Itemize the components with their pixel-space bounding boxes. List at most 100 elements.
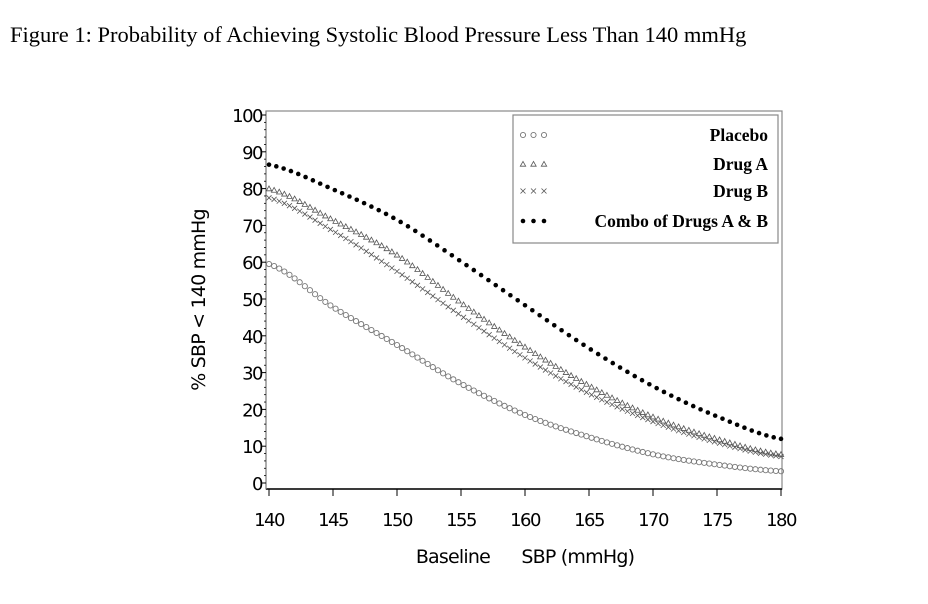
data-point bbox=[778, 453, 784, 460]
data-point bbox=[698, 407, 703, 412]
x-tick-label: 140 bbox=[254, 510, 285, 531]
data-point bbox=[419, 286, 426, 292]
data-point bbox=[542, 356, 549, 363]
y-tick-label: 80 bbox=[242, 180, 263, 201]
data-point bbox=[412, 228, 418, 234]
data-point bbox=[771, 435, 776, 440]
data-point bbox=[427, 238, 433, 243]
data-point bbox=[398, 254, 406, 261]
data-point bbox=[752, 466, 759, 473]
data-point bbox=[363, 324, 370, 331]
data-point bbox=[706, 460, 713, 467]
data-point bbox=[291, 205, 298, 212]
data-point bbox=[588, 347, 594, 352]
data-point bbox=[389, 265, 395, 271]
data-point bbox=[317, 295, 324, 302]
data-point bbox=[527, 358, 533, 364]
data-point bbox=[568, 381, 574, 388]
data-point bbox=[409, 351, 416, 358]
data-point bbox=[301, 283, 308, 290]
data-point bbox=[373, 239, 380, 246]
data-point bbox=[665, 424, 672, 430]
data-point bbox=[266, 162, 272, 167]
data-point bbox=[610, 360, 616, 366]
data-point bbox=[311, 206, 319, 213]
data-point bbox=[563, 378, 569, 385]
data-point bbox=[352, 318, 360, 325]
data-point bbox=[645, 416, 651, 423]
data-point bbox=[613, 396, 621, 403]
data-point bbox=[690, 458, 698, 465]
data-point bbox=[348, 238, 354, 245]
data-point bbox=[291, 195, 298, 202]
y-tick-label: 100 bbox=[232, 106, 263, 127]
data-point bbox=[414, 282, 421, 289]
data-point bbox=[460, 301, 467, 308]
data-point bbox=[536, 353, 544, 360]
legend-label: Drug B bbox=[713, 181, 768, 201]
data-point bbox=[460, 314, 467, 321]
data-point bbox=[276, 198, 283, 204]
data-point bbox=[741, 443, 749, 450]
data-point bbox=[339, 190, 345, 196]
legend-marker-icon bbox=[519, 131, 527, 139]
data-point bbox=[357, 230, 365, 237]
data-point bbox=[306, 203, 314, 210]
data-point bbox=[465, 304, 473, 311]
legend-marker-icon bbox=[520, 218, 526, 224]
data-point bbox=[639, 414, 646, 421]
data-point bbox=[496, 338, 503, 345]
data-point bbox=[368, 251, 375, 258]
x-tick-label: 145 bbox=[318, 510, 348, 531]
data-point bbox=[434, 281, 442, 288]
data-point bbox=[398, 219, 403, 225]
data-point bbox=[325, 184, 330, 190]
data-point bbox=[486, 331, 492, 338]
data-point bbox=[532, 415, 539, 423]
data-point bbox=[747, 465, 754, 472]
y-tick-label: 20 bbox=[242, 400, 263, 421]
data-point bbox=[322, 223, 329, 230]
data-point bbox=[762, 448, 770, 455]
x-tick-label: 180 bbox=[766, 510, 797, 531]
data-point bbox=[749, 428, 755, 433]
data-point bbox=[544, 317, 550, 323]
data-point bbox=[465, 384, 472, 391]
data-point bbox=[353, 242, 359, 248]
data-point bbox=[337, 232, 344, 239]
data-point bbox=[404, 348, 411, 355]
data-point bbox=[670, 426, 677, 432]
data-point bbox=[752, 446, 759, 453]
x-tick-label: 165 bbox=[574, 510, 604, 531]
data-point bbox=[316, 209, 324, 216]
data-point bbox=[625, 369, 630, 375]
data-point bbox=[593, 394, 600, 401]
data-point bbox=[526, 346, 534, 353]
data-point bbox=[588, 392, 595, 398]
data-point bbox=[647, 381, 652, 387]
data-point bbox=[668, 393, 674, 398]
data-point bbox=[542, 419, 549, 426]
data-point bbox=[521, 411, 529, 418]
data-point bbox=[511, 348, 518, 355]
data-point bbox=[701, 436, 707, 442]
data-point bbox=[731, 440, 739, 447]
data-point bbox=[757, 466, 764, 473]
data-point bbox=[583, 380, 590, 387]
data-point bbox=[337, 308, 344, 315]
data-point bbox=[516, 340, 524, 347]
data-point bbox=[368, 326, 375, 334]
data-point bbox=[685, 457, 692, 464]
data-point bbox=[491, 335, 498, 341]
data-point bbox=[629, 404, 636, 411]
data-point bbox=[280, 190, 288, 197]
data-point bbox=[762, 451, 769, 458]
data-point bbox=[732, 444, 738, 451]
data-point bbox=[706, 437, 713, 444]
data-point bbox=[424, 273, 432, 280]
data-point bbox=[501, 402, 508, 409]
data-point bbox=[403, 258, 411, 265]
data-point bbox=[572, 374, 580, 381]
legend-marker-icon bbox=[531, 218, 536, 224]
data-point bbox=[481, 328, 487, 334]
